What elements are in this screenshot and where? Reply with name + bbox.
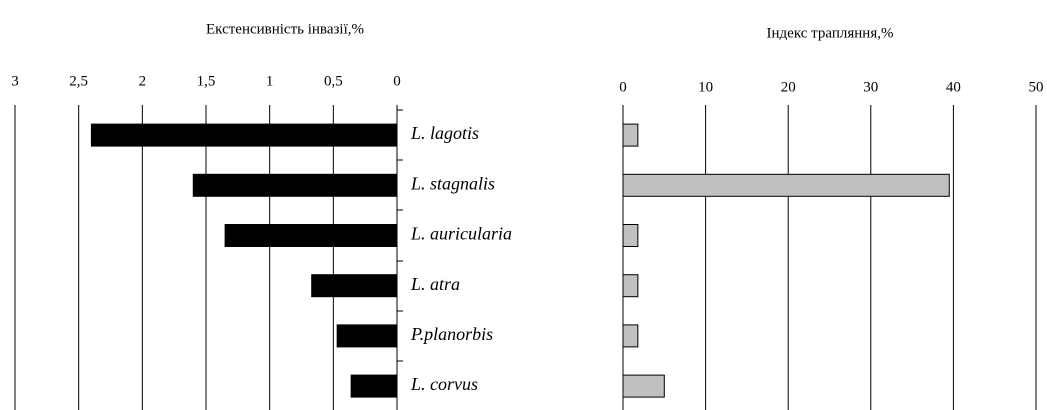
bar <box>622 123 639 147</box>
x-tick-label: 0,5 <box>324 73 343 89</box>
bar <box>622 274 639 298</box>
category-label: L. lagotis <box>410 123 479 143</box>
bar <box>622 224 639 247</box>
bar <box>90 123 398 147</box>
x-tick-label: 0 <box>619 79 627 95</box>
category-label: L. auricularia <box>410 224 512 244</box>
x-tick-label: 1,5 <box>197 73 216 89</box>
x-tick-label: 2,5 <box>69 73 88 89</box>
bar <box>224 224 398 247</box>
bar <box>622 324 639 348</box>
bar <box>350 374 398 398</box>
bar <box>336 324 398 348</box>
bar <box>311 274 398 298</box>
x-tick-label: 0 <box>393 73 401 89</box>
x-tick-label: 20 <box>781 79 796 95</box>
x-tick-label: 3 <box>11 73 19 89</box>
x-tick-label: 30 <box>863 79 878 95</box>
bar <box>622 173 950 197</box>
category-label: P.planorbis <box>410 324 493 344</box>
x-tick-label: 1 <box>266 73 274 89</box>
chart-title: Індекс трапляння,% <box>767 25 894 41</box>
category-label: L. stagnalis <box>410 173 495 193</box>
bar <box>192 173 398 197</box>
x-tick-label: 50 <box>1029 79 1044 95</box>
category-label: L. corvus <box>410 374 478 394</box>
x-tick-label: 40 <box>946 79 961 95</box>
x-tick-label: 2 <box>139 73 147 89</box>
category-ticks <box>397 109 403 362</box>
chart-title: Екстенсивність інвазії,% <box>206 21 364 37</box>
category-label: L. atra <box>410 274 460 294</box>
x-tick-label: 10 <box>698 79 713 95</box>
bar <box>622 374 665 398</box>
